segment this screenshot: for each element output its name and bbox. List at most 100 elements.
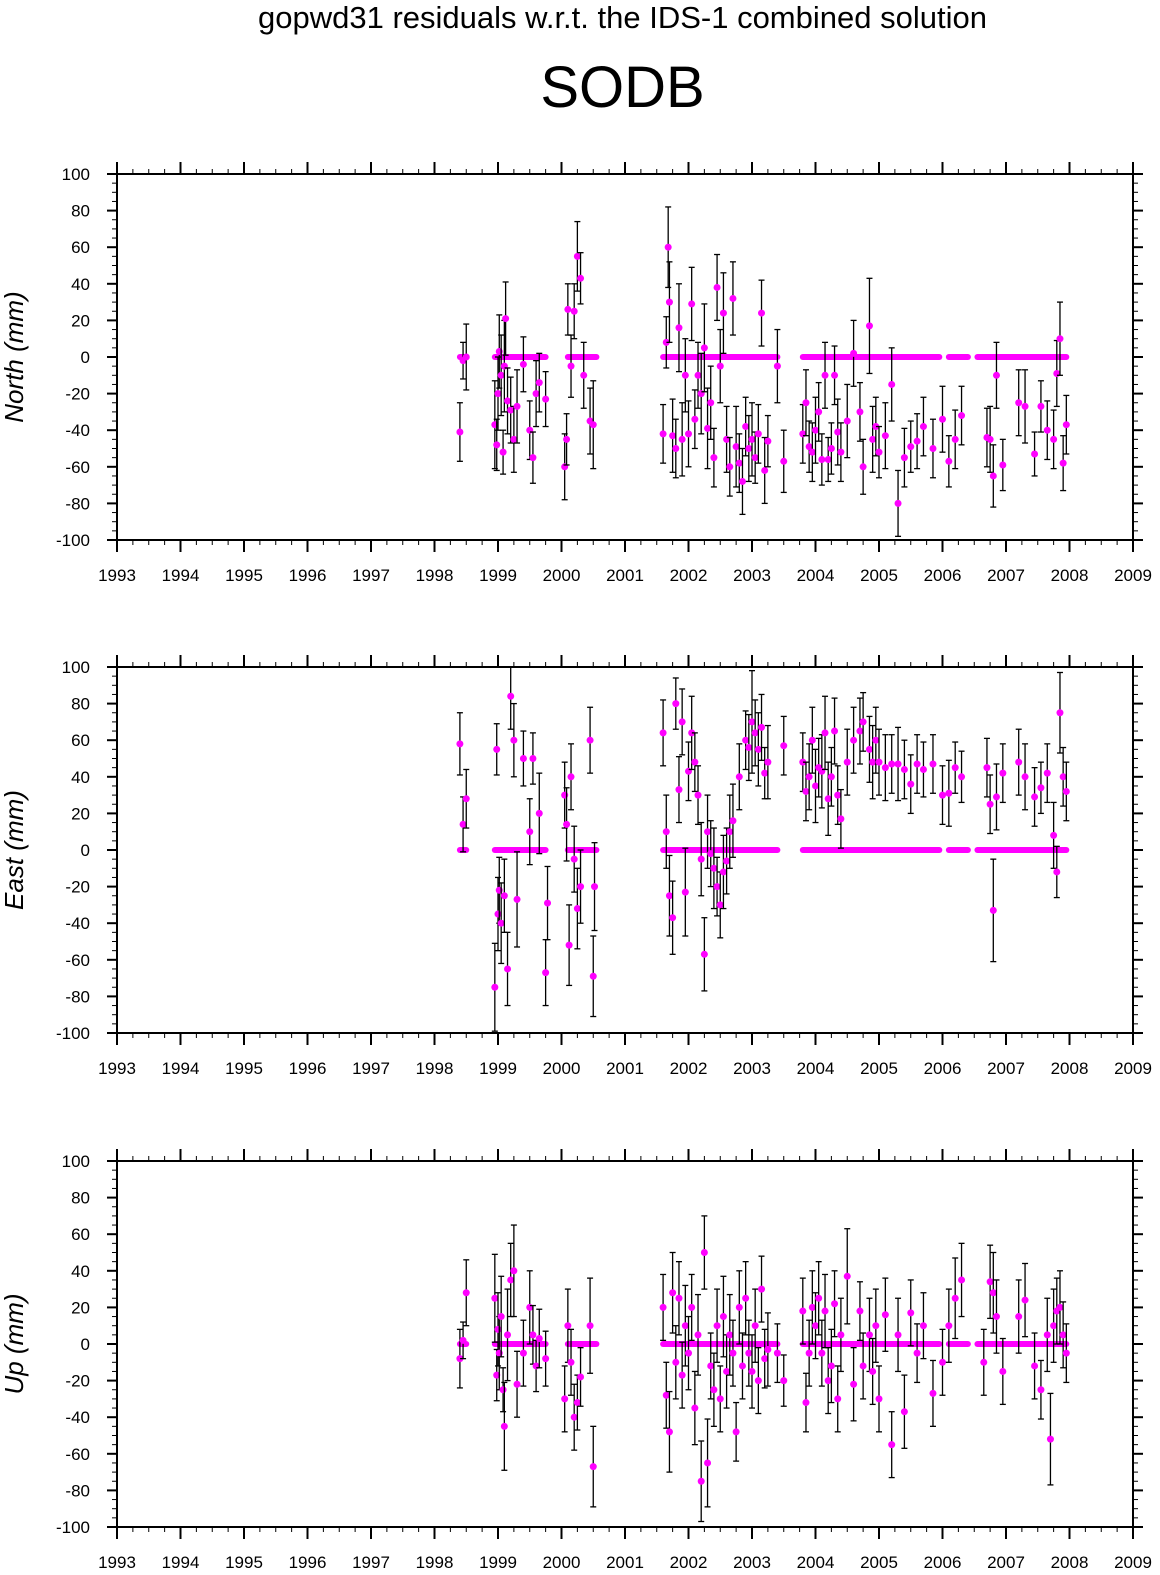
data-point <box>761 466 769 474</box>
data-point <box>688 1303 696 1311</box>
y-axis-title: East (mm) <box>0 790 29 910</box>
data-point <box>1046 1435 1054 1443</box>
data-point <box>992 1313 1000 1321</box>
data-point <box>945 1322 953 1330</box>
data-point <box>669 914 677 922</box>
data-point <box>659 729 667 737</box>
x-tick-label: 2000 <box>543 1059 581 1078</box>
data-point <box>980 1358 988 1366</box>
data-point <box>577 883 585 891</box>
data-point <box>761 1355 769 1363</box>
data-point <box>945 789 953 797</box>
data-point <box>843 758 851 766</box>
data-point <box>662 1391 670 1399</box>
data-point <box>589 421 597 429</box>
x-tick-label: 1997 <box>352 1059 390 1078</box>
x-tick-label: 1997 <box>352 566 390 585</box>
data-point <box>843 1272 851 1280</box>
data-point <box>1050 831 1058 839</box>
data-point <box>519 1349 527 1357</box>
data-point <box>513 402 521 410</box>
data-point <box>900 1408 908 1416</box>
data-point <box>589 1463 597 1471</box>
data-point <box>764 1345 772 1353</box>
x-tick-label: 2005 <box>860 566 898 585</box>
data-point <box>678 718 686 726</box>
y-tick-label: 40 <box>71 768 90 787</box>
data-point <box>1062 1349 1070 1357</box>
data-point <box>939 415 946 423</box>
data-point <box>713 1322 721 1330</box>
data-point <box>1015 1313 1023 1321</box>
data-point <box>1021 402 1029 410</box>
data-point <box>494 390 502 398</box>
data-point <box>850 1380 858 1388</box>
data-point <box>694 371 702 379</box>
x-tick-label: 1993 <box>98 1059 136 1078</box>
data-point <box>459 1336 467 1344</box>
y-tick-label: -20 <box>65 1372 90 1391</box>
data-point <box>726 1331 734 1339</box>
data-point <box>815 408 823 416</box>
data-point <box>456 428 464 436</box>
data-point <box>856 727 864 735</box>
data-point <box>462 795 470 803</box>
y-tick-label: -40 <box>65 914 90 933</box>
data-point <box>497 919 505 927</box>
data-point <box>958 773 966 781</box>
data-point <box>678 1371 686 1379</box>
data-point <box>802 787 810 795</box>
data-point <box>672 445 680 452</box>
data-point <box>532 390 540 398</box>
data-point <box>748 718 756 726</box>
data-point <box>542 1355 550 1363</box>
data-point <box>665 892 673 900</box>
data-point <box>694 1331 702 1339</box>
data-point <box>799 758 807 766</box>
data-point <box>664 243 672 251</box>
y-tick-label: -20 <box>65 878 90 897</box>
data-point <box>529 755 537 762</box>
x-tick-label: 2009 <box>1114 566 1152 585</box>
y-tick-label: 80 <box>71 695 90 714</box>
data-point <box>456 740 464 748</box>
y-tick-label: 0 <box>81 841 90 860</box>
data-point <box>818 1349 826 1357</box>
data-point <box>939 1358 946 1366</box>
data-point <box>989 472 997 480</box>
data-point <box>716 362 724 370</box>
data-point <box>1059 1331 1067 1339</box>
data-point <box>669 1289 677 1297</box>
y-axis-title: Up (mm) <box>0 1293 29 1394</box>
data-point <box>710 454 718 462</box>
data-point <box>1059 773 1067 781</box>
data-point <box>1053 868 1061 876</box>
data-point <box>493 745 501 753</box>
data-point <box>567 1358 575 1366</box>
data-point <box>507 406 515 414</box>
data-point <box>678 435 686 443</box>
data-point <box>812 1322 819 1330</box>
data-point <box>710 1386 718 1394</box>
data-point <box>672 1358 680 1366</box>
data-point <box>1050 1322 1058 1330</box>
data-point <box>577 274 585 282</box>
y-tick-label: 60 <box>71 1225 90 1244</box>
data-point <box>735 459 743 467</box>
data-point <box>802 1399 810 1407</box>
data-point <box>992 371 1000 379</box>
data-point <box>462 1289 470 1297</box>
station-title: SODB <box>540 55 705 120</box>
data-point <box>929 760 937 768</box>
data-point <box>992 793 1000 801</box>
data-point <box>500 1422 508 1430</box>
data-point <box>913 437 921 445</box>
data-point <box>821 371 829 379</box>
y-tick-label: -60 <box>65 951 90 970</box>
data-point <box>881 432 889 440</box>
data-point <box>1015 399 1023 407</box>
data-point <box>827 773 835 781</box>
data-point <box>662 828 670 836</box>
data-point <box>542 395 550 403</box>
